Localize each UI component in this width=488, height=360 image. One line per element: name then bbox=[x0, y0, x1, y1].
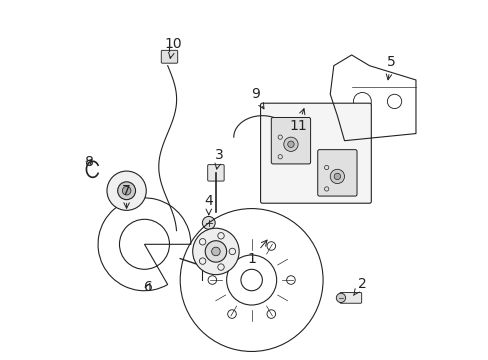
Circle shape bbox=[336, 293, 345, 302]
Text: 9: 9 bbox=[250, 87, 264, 109]
Text: 1: 1 bbox=[247, 240, 266, 266]
Text: 3: 3 bbox=[215, 148, 224, 169]
Circle shape bbox=[205, 241, 226, 262]
Circle shape bbox=[192, 228, 239, 275]
Text: 11: 11 bbox=[288, 109, 306, 134]
Circle shape bbox=[283, 137, 298, 152]
Circle shape bbox=[122, 186, 131, 195]
Circle shape bbox=[333, 173, 340, 180]
Text: 10: 10 bbox=[164, 37, 182, 58]
Circle shape bbox=[107, 171, 146, 210]
Circle shape bbox=[211, 247, 220, 256]
Text: 2: 2 bbox=[353, 276, 366, 295]
FancyBboxPatch shape bbox=[260, 103, 370, 203]
Text: 7: 7 bbox=[122, 184, 131, 208]
FancyBboxPatch shape bbox=[161, 50, 177, 63]
FancyBboxPatch shape bbox=[339, 293, 361, 303]
Circle shape bbox=[287, 141, 294, 148]
Circle shape bbox=[118, 182, 135, 200]
FancyBboxPatch shape bbox=[271, 117, 310, 164]
Text: 5: 5 bbox=[386, 55, 394, 80]
FancyBboxPatch shape bbox=[317, 150, 356, 196]
Text: 4: 4 bbox=[204, 194, 213, 215]
Text: 8: 8 bbox=[84, 155, 93, 169]
Circle shape bbox=[329, 169, 344, 184]
Circle shape bbox=[202, 216, 215, 229]
FancyBboxPatch shape bbox=[207, 165, 224, 181]
Text: 6: 6 bbox=[143, 280, 152, 294]
